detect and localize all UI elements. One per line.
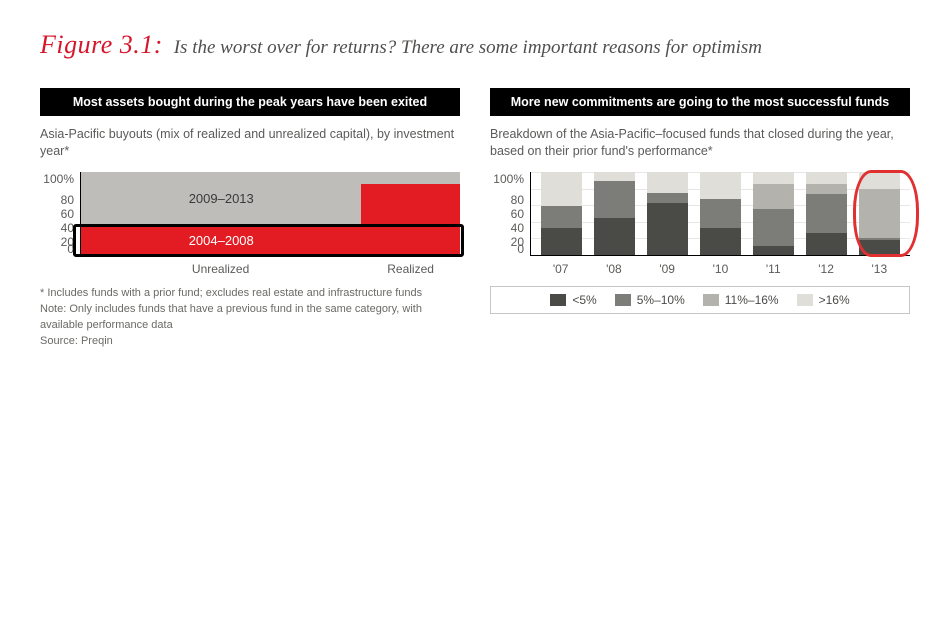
seg-5%–10%	[700, 199, 741, 227]
seg-5%–10%	[594, 181, 635, 218]
figure-title-text: Is the worst over for returns? There are…	[174, 37, 762, 58]
footnote-note: Note: Only includes funds that have a pr…	[40, 302, 460, 334]
y-tick: 80	[511, 193, 524, 207]
right-legend: <5% 5%–10% 11%–16% >16%	[490, 286, 910, 314]
legend-item: >16%	[797, 293, 850, 307]
seg-<5%	[859, 240, 900, 255]
seg-<5%	[594, 218, 635, 255]
mosaic-col-unrealized: 2009–20132004–2008	[81, 172, 361, 255]
right-y-axis: 100%806040200	[490, 172, 530, 256]
bar-08	[594, 172, 635, 255]
left-panel-sub: Asia-Pacific buyouts (mix of realized an…	[40, 126, 460, 160]
y-tick: 40	[61, 221, 74, 235]
figure-number: Figure 3.1:	[40, 30, 163, 59]
seg->16%	[541, 172, 582, 206]
seg-2004–2008: 2004–2008	[81, 226, 361, 255]
legend-item: 11%–16%	[703, 293, 779, 307]
y-tick: 0	[517, 242, 524, 256]
right-panel: More new commitments are going to the mo…	[490, 88, 910, 350]
legend-item: <5%	[550, 293, 596, 307]
x-label: '10	[713, 262, 729, 276]
y-tick: 0	[67, 242, 74, 256]
bar-07	[541, 172, 582, 255]
seg->16%	[647, 172, 688, 193]
x-label: Unrealized	[80, 262, 361, 276]
seg->16%	[753, 172, 794, 184]
seg-<5%	[753, 246, 794, 255]
seg-5%–10%	[806, 194, 847, 232]
figure-title: Figure 3.1: Is the worst over for return…	[40, 30, 910, 60]
x-label: Realized	[361, 262, 460, 276]
left-x-axis: UnrealizedRealized	[80, 256, 460, 276]
x-label: '09	[659, 262, 675, 276]
bar-11	[753, 172, 794, 255]
legend-label: 5%–10%	[637, 293, 685, 307]
x-label: '08	[606, 262, 622, 276]
seg->16%	[700, 172, 741, 199]
bar-09	[647, 172, 688, 255]
legend-label: 11%–16%	[725, 293, 779, 307]
y-tick: 40	[511, 221, 524, 235]
right-chart	[530, 172, 910, 256]
right-panel-header: More new commitments are going to the mo…	[490, 88, 910, 116]
x-label: '07	[553, 262, 569, 276]
legend-swatch	[797, 294, 813, 306]
legend-item: 5%–10%	[615, 293, 685, 307]
seg-2009–2013	[361, 172, 460, 184]
y-tick: 80	[61, 193, 74, 207]
panels-row: Most assets bought during the peak years…	[40, 88, 910, 350]
mosaic-col-realized	[361, 172, 460, 255]
seg-11%–16%	[753, 184, 794, 209]
seg-<5%	[806, 233, 847, 255]
footnotes: * Includes funds with a prior fund; excl…	[40, 286, 460, 350]
x-label: '13	[872, 262, 888, 276]
y-tick: 100%	[43, 172, 74, 186]
seg->16%	[594, 172, 635, 181]
x-label: '11	[766, 262, 781, 276]
legend-label: >16%	[819, 293, 850, 307]
left-panel: Most assets bought during the peak years…	[40, 88, 460, 350]
legend-swatch	[703, 294, 719, 306]
seg-5%–10%	[647, 193, 688, 203]
seg-11%–16%	[806, 184, 847, 195]
x-label: '12	[818, 262, 834, 276]
left-chart: 2009–20132004–2008	[80, 172, 460, 256]
right-panel-sub: Breakdown of the Asia-Pacific–focused fu…	[490, 126, 910, 160]
seg-<5%	[647, 203, 688, 255]
left-panel-header: Most assets bought during the peak years…	[40, 88, 460, 116]
seg-2004–2008	[361, 184, 460, 255]
y-tick: 100%	[493, 172, 524, 186]
right-x-axis: '07 '08 '09 '10 '11 '12 '13	[530, 256, 910, 276]
y-tick: 60	[511, 207, 524, 221]
seg-<5%	[541, 228, 582, 255]
seg-5%–10%	[753, 209, 794, 246]
legend-swatch	[615, 294, 631, 306]
seg-2009–2013: 2009–2013	[81, 172, 361, 226]
seg->16%	[806, 172, 847, 184]
seg->16%	[859, 172, 900, 189]
seg-<5%	[700, 228, 741, 255]
y-tick: 60	[61, 207, 74, 221]
legend-swatch	[550, 294, 566, 306]
seg-11%–16%	[859, 189, 900, 239]
footnote-source: Source: Preqin	[40, 334, 460, 350]
bar-13	[859, 172, 900, 255]
seg-5%–10%	[541, 206, 582, 228]
left-y-axis: 100%806040200	[40, 172, 80, 256]
legend-label: <5%	[572, 293, 596, 307]
bar-12	[806, 172, 847, 255]
footnote-star: * Includes funds with a prior fund; excl…	[40, 286, 460, 302]
bar-10	[700, 172, 741, 255]
